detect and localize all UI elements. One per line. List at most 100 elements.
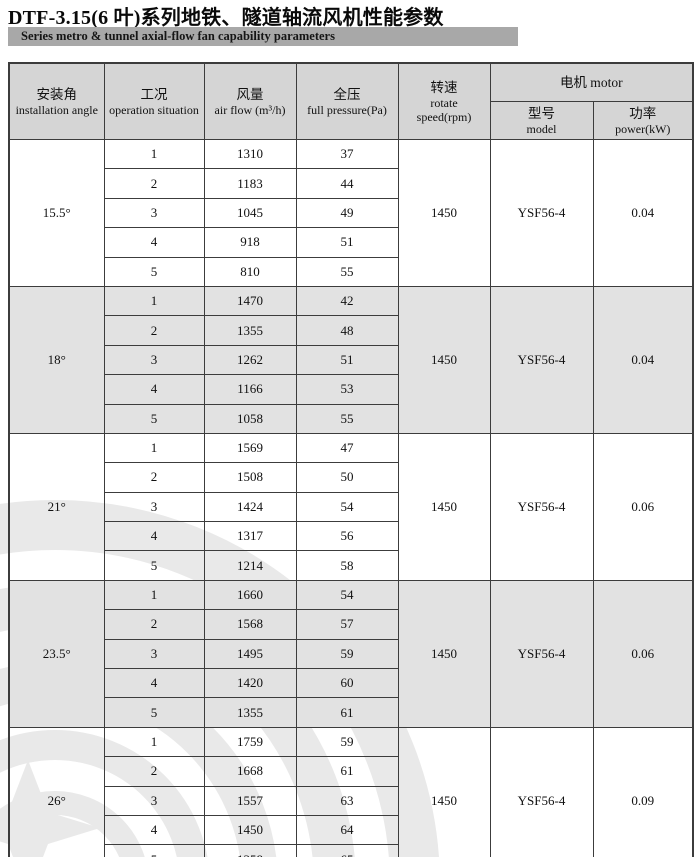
airflow-cell: 1508: [203, 462, 297, 493]
airflow-cell: 810: [203, 256, 297, 287]
pressure-cell: 44: [295, 168, 399, 199]
speed-header-en: rotate speed(rpm): [416, 96, 472, 124]
airflow-cell: 1470: [203, 285, 297, 317]
airflow-cell: 1058: [203, 403, 297, 434]
pressure-cell: 59: [295, 726, 399, 758]
power-cell: 0.04: [592, 139, 694, 287]
airflow-cell: 1262: [203, 344, 297, 376]
table-row: 5 810 55: [9, 256, 693, 287]
model-cell: YSF56-4: [489, 432, 594, 581]
power-header-en: power(kW): [615, 122, 671, 136]
table-row: 3 1262 51: [9, 344, 693, 376]
situation-cell: 3: [103, 638, 205, 670]
pressure-cell: 54: [295, 579, 399, 611]
angle-header-zh: 安装角: [36, 87, 78, 102]
airflow-cell: 1317: [203, 521, 297, 552]
situation-cell: 4: [103, 521, 205, 552]
table-row: 4 918 51: [9, 227, 693, 258]
airflow-cell: 1166: [203, 374, 297, 405]
pressure-cell: 53: [295, 374, 399, 405]
angle-cell: 26°: [8, 726, 105, 857]
airflow-cell: 918: [203, 227, 297, 258]
situation-cell: 5: [103, 697, 205, 728]
table-row: 21° 1 1569 47 1450 YSF56-4 0.06: [8, 432, 694, 581]
situation-cell: 5: [103, 403, 205, 434]
airflow-cell: 1668: [203, 756, 297, 787]
pressure-cell: 59: [295, 638, 399, 670]
situation-cell: 1: [103, 285, 205, 317]
angle-cell: 23.5°: [8, 579, 105, 728]
pressure-cell: 51: [295, 227, 399, 258]
speed-header-zh: 转速: [430, 80, 458, 95]
situation-cell: 3: [103, 785, 205, 816]
pressure-cell: 64: [295, 814, 399, 846]
flow-header-en: air flow (m³/h): [214, 103, 286, 117]
situation-cell: 2: [103, 756, 205, 787]
col-header-motor-power: 功率 power(kW): [592, 101, 694, 140]
col-header-rotate-speed: 转速 rotate speed(rpm): [397, 62, 491, 140]
model-cell: YSF56-4: [489, 726, 594, 857]
model-cell: YSF56-4: [489, 579, 594, 728]
situation-cell: 1: [103, 432, 205, 464]
situation-cell: 4: [103, 668, 205, 699]
pressure-cell: 55: [295, 403, 399, 434]
pressure-cell: 56: [295, 521, 399, 552]
situation-cell: 2: [103, 609, 205, 640]
table-row: 2 1508 50: [9, 462, 693, 493]
pressure-header-en: full pressure(Pa): [307, 103, 387, 117]
table-row: 5 1058 55: [9, 403, 693, 434]
situation-cell: 3: [103, 491, 205, 523]
speed-cell: 1450: [397, 285, 491, 434]
airflow-cell: 1214: [203, 550, 297, 581]
airflow-cell: 1355: [203, 697, 297, 728]
power-cell: 0.09: [592, 726, 694, 857]
model-header-zh: 型号: [528, 106, 555, 121]
situation-cell: 5: [103, 844, 205, 857]
table-row: 18° 1 1470 42 1450 YSF56-4 0.04: [8, 285, 694, 434]
table-row: 15.5° 1 1310 37 1450 YSF56-4 0.04: [8, 138, 694, 287]
airflow-cell: 1424: [203, 491, 297, 523]
power-header-zh: 功率: [629, 106, 657, 121]
page-subtitle-bar: Series metro & tunnel axial-flow fan cap…: [8, 27, 518, 46]
col-header-motor: 电机 motor: [489, 62, 694, 102]
pressure-cell: 60: [295, 668, 399, 699]
model-header-en: model: [526, 122, 557, 136]
situation-cell: 4: [103, 814, 205, 846]
pressure-cell: 37: [295, 138, 399, 170]
pressure-cell: 61: [295, 697, 399, 728]
speed-cell: 1450: [397, 726, 491, 857]
speed-cell: 1450: [397, 432, 491, 581]
col-header-installation-angle: 安装角 installation angle: [8, 62, 105, 140]
speed-cell: 1450: [397, 579, 491, 728]
situation-cell: 2: [103, 315, 205, 346]
situation-cell: 5: [103, 256, 205, 287]
airflow-cell: 1045: [203, 197, 297, 229]
model-cell: YSF56-4: [489, 139, 594, 287]
situation-cell: 5: [103, 550, 205, 581]
pressure-cell: 57: [295, 609, 399, 640]
pressure-cell: 47: [295, 432, 399, 464]
power-cell: 0.04: [592, 285, 694, 434]
page-title: DTF-3.15(6 叶)系列地铁、隧道轴流风机性能参数: [8, 7, 444, 29]
situation-cell: 2: [103, 168, 205, 199]
pressure-cell: 58: [295, 550, 399, 581]
pressure-header-zh: 全压: [333, 87, 361, 102]
airflow-cell: 1450: [203, 814, 297, 846]
situation-cell: 3: [103, 197, 205, 229]
table-row: 3 1045 49: [9, 197, 693, 229]
pressure-cell: 61: [295, 756, 399, 787]
airflow-cell: 1358: [203, 844, 297, 857]
col-header-operation-situation: 工况 operation situation: [103, 62, 205, 140]
table-row: 26° 1 1759 59 1450 YSF56-4 0.09: [8, 726, 694, 857]
fan-parameters-table: 安装角 installation angle 工况 operation situ…: [8, 62, 694, 857]
airflow-cell: 1420: [203, 668, 297, 699]
pressure-cell: 63: [295, 785, 399, 816]
airflow-cell: 1557: [203, 785, 297, 816]
pressure-cell: 42: [295, 285, 399, 317]
pressure-cell: 49: [295, 197, 399, 229]
situation-header-zh: 工况: [140, 87, 168, 102]
situation-header-en: operation situation: [109, 103, 199, 117]
flow-header-zh: 风量: [236, 87, 264, 102]
table-row: 4 1166 53: [9, 374, 693, 405]
